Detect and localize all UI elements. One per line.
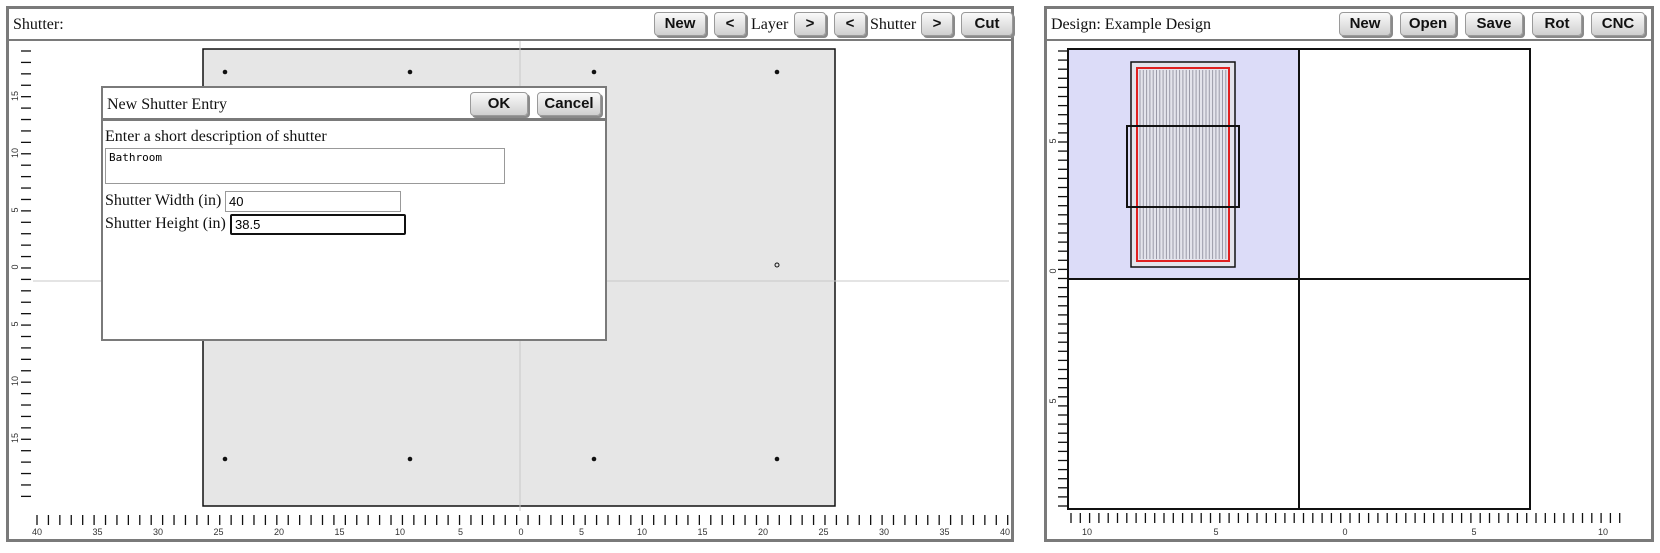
- cnc-button[interactable]: CNC: [1591, 12, 1645, 36]
- height-input[interactable]: [230, 214, 406, 235]
- ruler-tick-label: 5: [10, 321, 20, 326]
- layer-label: Layer: [751, 16, 789, 33]
- save-design-button[interactable]: Save: [1465, 12, 1523, 36]
- shutter-prev-button[interactable]: <: [834, 12, 866, 36]
- hinge-dot: [591, 456, 597, 462]
- ruler-tick-label: 5: [1048, 138, 1058, 143]
- open-design-button[interactable]: Open: [1400, 12, 1456, 36]
- ruler-tick-label: 5: [10, 207, 20, 212]
- hinge-dot: [774, 262, 780, 268]
- hinge-dot: [774, 69, 780, 75]
- ruler-tick-label: 20: [758, 527, 768, 537]
- ruler-tick-label: 15: [334, 527, 344, 537]
- vertical-ruler: 15 10 5 0 5 10 15: [10, 50, 31, 498]
- ruler-tick-label: 5: [1048, 398, 1058, 403]
- hinge-dot: [222, 456, 228, 462]
- ruler-tick-label: 5: [1471, 527, 1476, 537]
- ruler-tick-label: 10: [1598, 527, 1608, 537]
- new-shutter-dialog: New Shutter Entry OK Cancel Enter a shor…: [101, 86, 607, 341]
- layer-prev-button[interactable]: <: [714, 12, 746, 36]
- ruler-tick-label: 25: [213, 527, 223, 537]
- cancel-button[interactable]: Cancel: [537, 92, 601, 116]
- dialog-titlebar: New Shutter Entry OK Cancel: [103, 88, 605, 121]
- cut-button[interactable]: Cut: [961, 12, 1013, 36]
- description-label: Enter a short description of shutter: [105, 128, 327, 145]
- hinge-points: [222, 69, 780, 462]
- ruler-tick-label: 5: [1213, 527, 1218, 537]
- description-input[interactable]: Bathroom: [105, 148, 505, 184]
- ruler-tick-label: 15: [10, 91, 20, 101]
- ruler-tick-label: 0: [518, 527, 523, 537]
- hinge-dot: [407, 456, 413, 462]
- ruler-tick-label: 35: [939, 527, 949, 537]
- design-toolbar: Design: Example Design New Open Save Rot…: [1047, 9, 1651, 41]
- ruler-tick-label: 10: [1082, 527, 1092, 537]
- ruler-tick-label: 0: [1342, 527, 1347, 537]
- new-design-button[interactable]: New: [1339, 12, 1391, 36]
- design-horizontal-ruler: 10 5 0 5 10: [1070, 513, 1621, 537]
- new-shutter-button[interactable]: New: [654, 12, 706, 36]
- shutter-outline: [1136, 67, 1230, 262]
- hinge-dot: [774, 456, 780, 462]
- rotate-button[interactable]: Rot: [1532, 12, 1582, 36]
- dialog-title: New Shutter Entry: [107, 96, 227, 113]
- ok-button[interactable]: OK: [470, 92, 528, 116]
- design-panel: Design: Example Design New Open Save Rot…: [1044, 6, 1654, 542]
- shutter-panel: Shutter: New < Layer > < Shutter > Cut 1…: [6, 6, 1014, 542]
- ruler-tick-label: 40: [1000, 527, 1010, 537]
- ruler-tick-label: 25: [818, 527, 828, 537]
- design-canvas[interactable]: 5 0 5 10 5 0 5 10: [1047, 41, 1651, 539]
- hinge-dot: [222, 69, 228, 75]
- ruler-tick-label: 20: [274, 527, 284, 537]
- ruler-tick-label: 30: [153, 527, 163, 537]
- rail-outline: [1126, 125, 1240, 208]
- layer-next-button[interactable]: >: [794, 12, 826, 36]
- shutter-label: Shutter: [870, 16, 917, 33]
- ruler-tick-label: 5: [458, 527, 463, 537]
- horizontal-ruler: 40 35 30 25 20 15 10 5 0 5 10 15 20 25 30 35 40: [32, 515, 1010, 537]
- ruler-tick-label: 10: [637, 527, 647, 537]
- width-label: Shutter Width (in): [105, 192, 222, 209]
- ruler-tick-label: 35: [92, 527, 102, 537]
- shutter-toolbar: Shutter: New < Layer > < Shutter > Cut: [9, 9, 1013, 41]
- design-title: Design: Example Design: [1051, 16, 1211, 33]
- ruler-tick-label: 15: [10, 433, 20, 443]
- ruler-tick-label: 15: [697, 527, 707, 537]
- ruler-tick-label: 10: [10, 148, 20, 158]
- ruler-tick-label: 5: [579, 527, 584, 537]
- ruler-tick-label: 30: [879, 527, 889, 537]
- hinge-dot: [407, 69, 413, 75]
- design-vertical-ruler: 5 0 5: [1048, 50, 1067, 507]
- ruler-tick-label: 0: [1048, 268, 1058, 273]
- shutter-next-button[interactable]: >: [921, 12, 953, 36]
- shutter-preview: [1126, 61, 1240, 268]
- ruler-tick-label: 0: [10, 264, 20, 269]
- height-label: Shutter Height (in): [105, 215, 226, 232]
- ruler-tick-label: 40: [32, 527, 42, 537]
- ruler-tick-label: 10: [10, 376, 20, 386]
- ruler-tick-label: 10: [395, 527, 405, 537]
- shutter-title: Shutter:: [13, 16, 64, 33]
- hinge-dot: [591, 69, 597, 75]
- width-input[interactable]: [225, 191, 401, 212]
